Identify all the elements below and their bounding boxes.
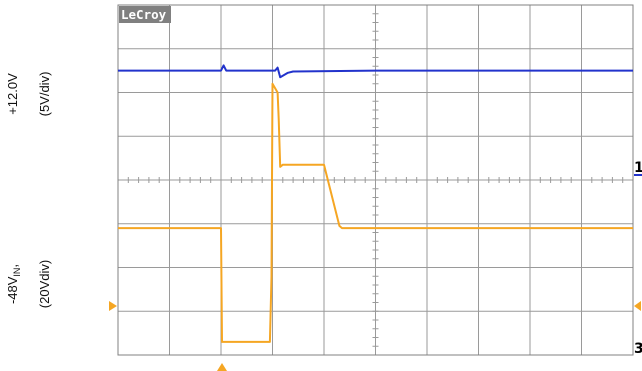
graticule	[117, 4, 634, 356]
channel-3-name-suffix: ,	[5, 264, 20, 268]
channel-1-marker-bar	[634, 174, 642, 176]
brand-box	[119, 6, 171, 23]
left-trigger-marker	[109, 301, 117, 311]
graticule-border	[117, 4, 634, 356]
channel-1-scale: (5V/div)	[37, 72, 52, 117]
channel-1-name: +12.0V	[5, 73, 20, 115]
trigger-markers	[109, 301, 641, 371]
channel-1-marker: 1	[634, 160, 642, 176]
channel-3-marker: 3	[634, 341, 642, 357]
channel-3-scale: (20Vdiv)	[37, 260, 52, 308]
channel-3-label: -48VIN, (20Vdiv)	[5, 260, 52, 308]
channel-3-name: -48VIN,	[5, 264, 22, 304]
channel-3-name-main: -48V	[5, 276, 20, 304]
traces	[118, 64, 633, 343]
channel-3-name-sub: IN	[12, 268, 22, 277]
brand-label: LeCroy	[121, 7, 167, 22]
right-trigger-marker	[634, 301, 641, 311]
channel-1-label: +12.0V (5V/div)	[5, 72, 52, 117]
trace-channel-3	[118, 82, 633, 343]
trace-channel-1	[118, 64, 633, 79]
bottom-trigger-stem	[221, 366, 223, 371]
